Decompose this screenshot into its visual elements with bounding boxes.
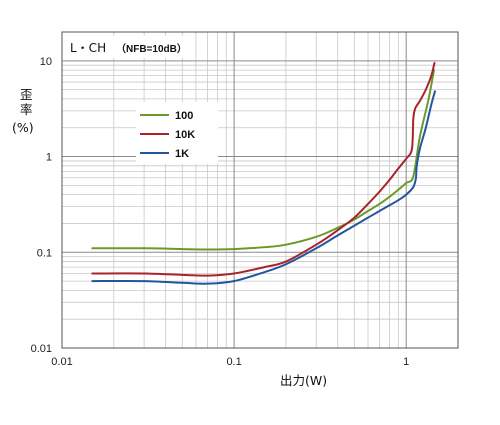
- plot-frame: [61, 31, 459, 349]
- x-tick-label: 0.01: [51, 356, 72, 368]
- y-tick-label: 10: [40, 56, 52, 68]
- series-line-1K: [91, 90, 436, 285]
- channel-label: L・CH: [70, 41, 106, 55]
- condition-label: （NFB=10dB）: [116, 42, 187, 55]
- y-tick-label: 0.1: [37, 247, 52, 259]
- x-axis-label: 出力(W): [280, 373, 327, 388]
- y-axis-label-line3: (%): [12, 120, 34, 135]
- legend-label-100: 100: [175, 110, 193, 122]
- legend-label-1K: 1K: [175, 148, 189, 160]
- annotation-box: [64, 36, 194, 58]
- series-line-10K: [91, 61, 436, 277]
- y-axis-label-line2: 率: [20, 102, 33, 117]
- grid-minor: [62, 31, 459, 348]
- x-tick-label: 0.1: [226, 356, 241, 368]
- y-tick-labels: 0.01 0.1 1 10: [31, 56, 52, 355]
- y-tick-label: 0.01: [31, 343, 52, 355]
- y-axis-label-line1: 歪: [20, 87, 33, 102]
- y-tick-label: 1: [46, 152, 52, 164]
- series-line-100: [91, 69, 435, 251]
- x-tick-label: 1: [403, 356, 409, 368]
- legend-label-10K: 10K: [175, 129, 195, 141]
- x-tick-labels: 0.01 0.1 1: [51, 356, 409, 368]
- legend: 100 10K 1K: [136, 102, 218, 164]
- series-layer: [91, 61, 436, 285]
